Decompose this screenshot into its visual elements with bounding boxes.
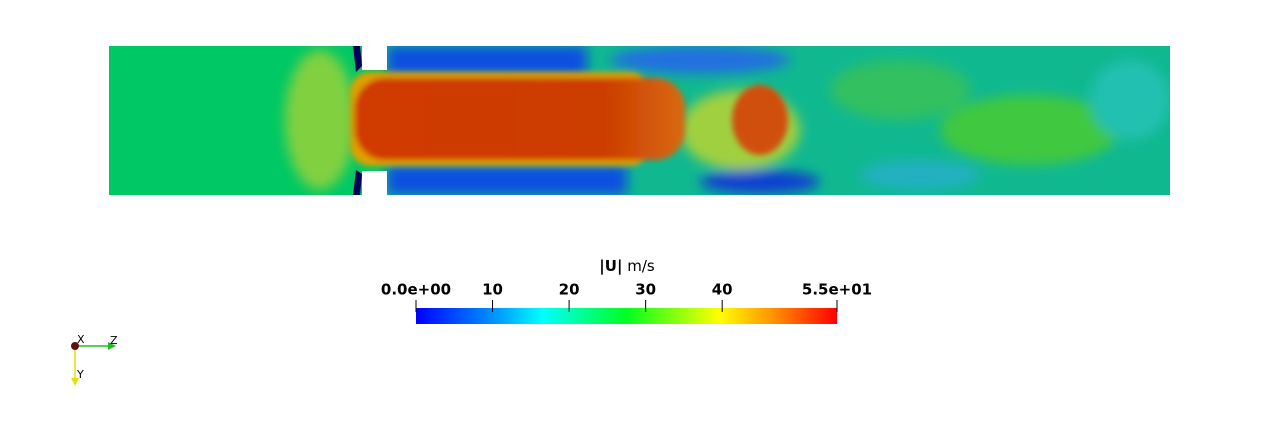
colorbar-tick-label: 30 — [635, 281, 656, 299]
field-name: |U| — [599, 257, 622, 276]
x-axis-label: X — [77, 333, 85, 346]
colorbar-tick-label: 0.0e+00 — [381, 281, 451, 299]
orientation-axes: X Z Y — [71, 333, 118, 386]
z-arrow — [108, 342, 116, 350]
colorbar-title: |U| m/s — [599, 257, 655, 276]
x-axis — [71, 342, 79, 350]
colorbar-tick-label: 5.5e+01 — [802, 281, 872, 299]
colorbar-tick-label: 10 — [482, 281, 503, 299]
colorbar — [416, 308, 837, 324]
colorbar-tick-label: 20 — [559, 281, 580, 299]
colorbar-tick-label: 40 — [712, 281, 733, 299]
z-axis-label: Z — [110, 334, 118, 347]
y-arrow — [71, 378, 79, 386]
y-axis-label: Y — [76, 368, 84, 381]
flow-field — [109, 46, 1170, 195]
field-unit: m/s — [627, 257, 655, 275]
